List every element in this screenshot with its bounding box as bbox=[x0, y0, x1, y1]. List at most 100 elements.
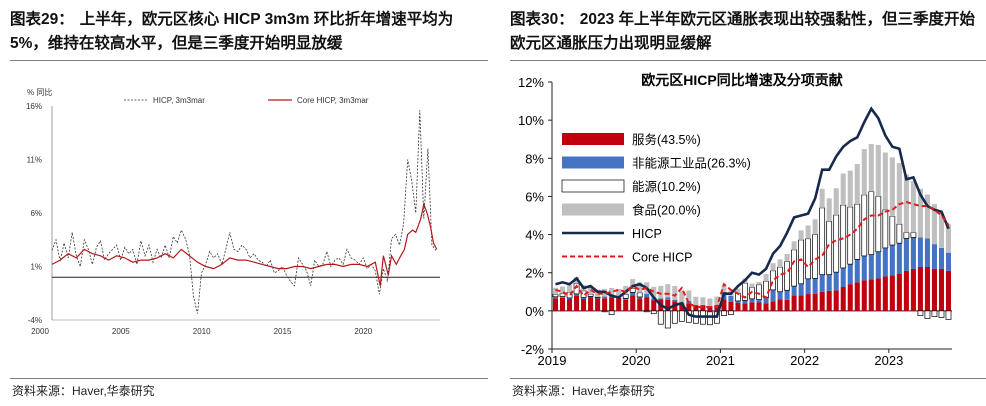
right-x-tick-label: 2022 bbox=[790, 353, 819, 368]
right-bar-services bbox=[623, 299, 629, 311]
right-bar-energy bbox=[791, 249, 797, 287]
right-bar-energy bbox=[854, 203, 861, 260]
right-bar-services bbox=[763, 303, 769, 311]
right-legend-energy-label: 能源(10.2%) bbox=[632, 180, 701, 194]
right-bar-neig bbox=[749, 298, 755, 303]
right-bar-neig bbox=[903, 238, 909, 271]
left-source: 资料来源：Haver,华泰研究 bbox=[12, 384, 155, 398]
right-bar-food bbox=[945, 224, 952, 253]
right-bottom-rule bbox=[510, 378, 986, 379]
right-bar-energy bbox=[889, 216, 896, 246]
right-bar-services bbox=[574, 295, 580, 311]
left-line-chart: % 同比 16% 11% 6% 1% -4% 2000 2005 2010 2015 2020 HI… bbox=[26, 87, 440, 336]
right-bar-energy bbox=[650, 310, 657, 315]
right-bar-energy bbox=[622, 294, 629, 299]
right-bar-energy bbox=[707, 311, 713, 326]
left-x-tick-label: 2020 bbox=[354, 327, 372, 336]
right-bar-food bbox=[875, 144, 881, 197]
right-bar-services bbox=[784, 299, 790, 311]
right-bar-food bbox=[798, 230, 804, 240]
right-bar-neig bbox=[574, 293, 580, 296]
right-chart-panel: 图表30： 2023 年上半年欧元区通胀表现出较强黏性，但三季度开始欧元区通胀压力… bbox=[500, 0, 986, 406]
right-bar-energy bbox=[875, 196, 882, 253]
right-bar-food bbox=[707, 298, 713, 307]
right-bar-energy bbox=[728, 310, 734, 316]
right-bar-energy bbox=[721, 310, 727, 316]
right-bar-neig bbox=[861, 255, 867, 281]
right-y-tick-label: 2% bbox=[525, 266, 544, 281]
right-bar-neig bbox=[665, 297, 671, 300]
right-bar-food bbox=[910, 181, 916, 233]
left-x-tick-label: 2005 bbox=[112, 327, 130, 336]
right-bar-food bbox=[763, 274, 769, 282]
right-bar-neig bbox=[791, 286, 797, 296]
right-bar-services bbox=[798, 295, 804, 311]
right-bar-neig bbox=[672, 299, 678, 302]
right-bar-neig bbox=[931, 244, 937, 269]
right-bar-neig bbox=[742, 300, 748, 304]
right-bar-energy bbox=[777, 266, 783, 293]
right-bar-neig bbox=[847, 264, 853, 285]
right-bar-services bbox=[854, 282, 860, 311]
right-bar-energy bbox=[861, 194, 868, 257]
right-bar-food bbox=[819, 188, 825, 208]
right-bar-energy bbox=[657, 310, 664, 325]
left-legend: HICP, 3m3mar Core HICP, 3m3mar bbox=[124, 96, 369, 105]
right-bar-neig bbox=[889, 245, 895, 276]
right-y-tick-label: -2% bbox=[521, 342, 545, 357]
left-y-tick-label: 6% bbox=[30, 209, 42, 218]
right-bar-food bbox=[756, 281, 762, 285]
right-bar-food bbox=[896, 163, 902, 225]
right-bar-neig bbox=[644, 293, 650, 298]
right-bar-food bbox=[938, 213, 944, 248]
left-legend-core-label: Core HICP, 3m3mar bbox=[297, 96, 369, 105]
right-bar-food bbox=[552, 287, 559, 295]
right-legend-neig-swatch bbox=[562, 156, 624, 169]
left-unit-label: % 同比 bbox=[27, 87, 52, 97]
right-legend-hicp-label: HICP bbox=[632, 227, 662, 241]
right-x-tick-label: 2023 bbox=[874, 353, 903, 368]
left-bottom-rule bbox=[10, 378, 488, 379]
right-bar-services bbox=[552, 298, 559, 311]
right-bar-neig bbox=[896, 243, 902, 274]
right-bar-energy bbox=[601, 310, 608, 313]
right-bar-neig bbox=[735, 300, 741, 303]
right-bar-food bbox=[784, 254, 790, 262]
left-figure-number: 图表29： bbox=[10, 11, 74, 28]
right-bar-food bbox=[861, 149, 867, 195]
right-bar-energy bbox=[552, 294, 559, 298]
right-bar-services bbox=[728, 301, 734, 311]
right-bar-food bbox=[735, 288, 741, 294]
right-bar-neig bbox=[805, 278, 811, 295]
right-bar-services bbox=[707, 306, 713, 311]
right-bar-food bbox=[616, 288, 622, 297]
right-bar-energy bbox=[868, 191, 875, 255]
right-bar-energy bbox=[756, 284, 762, 300]
right-bar-neig bbox=[560, 296, 566, 298]
right-bar-neig bbox=[602, 296, 608, 299]
right-y-tick-label: 6% bbox=[525, 189, 544, 204]
right-bar-services bbox=[616, 297, 622, 311]
right-bar-services bbox=[756, 302, 762, 311]
right-axes: 12% 10% 8% 6% 4% 2% 0% -2%2019 2020 2021 2022 2023 bbox=[518, 75, 952, 368]
right-bar-services bbox=[889, 275, 895, 311]
right-bar-services bbox=[651, 300, 657, 311]
right-bar-food bbox=[693, 296, 699, 305]
right-bar-services bbox=[805, 294, 811, 311]
left-chart-panel: 图表29： 上半年，欧元区核心 HICP 3m3m 环比折年增速平均为 5%，维持… bbox=[0, 0, 490, 406]
left-hicp-series-line bbox=[51, 110, 437, 314]
right-bar-services bbox=[945, 270, 952, 311]
right-bar-neig bbox=[728, 295, 734, 302]
right-bar-services bbox=[581, 299, 587, 311]
right-bar-neig bbox=[777, 291, 783, 300]
right-bar-food bbox=[931, 204, 937, 245]
right-bar-services bbox=[791, 295, 797, 311]
right-bar-services bbox=[903, 270, 909, 311]
right-bar-services bbox=[931, 268, 937, 311]
right-bar-food bbox=[672, 286, 678, 300]
right-bar-neig bbox=[588, 296, 594, 298]
right-bar-food bbox=[924, 194, 930, 239]
right-bar-food bbox=[812, 219, 818, 235]
right-bar-energy bbox=[671, 310, 678, 324]
right-bar-services bbox=[749, 302, 755, 311]
